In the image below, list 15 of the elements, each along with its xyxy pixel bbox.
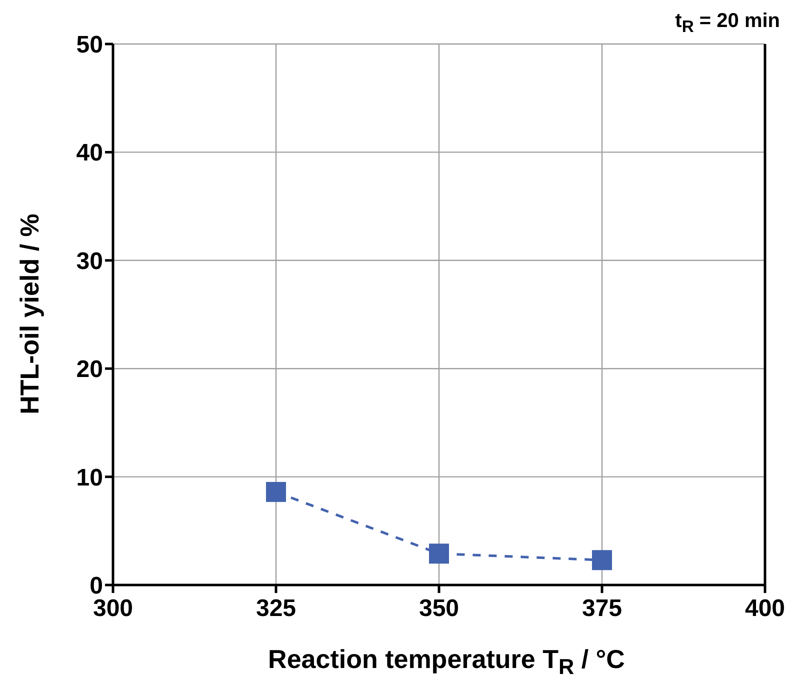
x-tick-label: 375 [582,595,622,622]
x-tick-label: 325 [256,595,296,622]
y-axis-title: HTL-oil yield / % [14,214,46,414]
point [592,550,612,570]
y-tick-label: 20 [76,356,103,384]
y-tick-label: 50 [76,32,103,59]
point [429,544,449,564]
x-axis-title: Reaction temperature T$_{R}$ / °C [267,644,626,680]
text: t$_{R}$ = 20 min [675,10,780,37]
x-tick-label: 350 [418,595,460,622]
y-tick-label: 10 [76,464,103,492]
x-tick-label: 400 [744,595,786,622]
y-tick-label: 40 [76,140,103,167]
point [266,482,286,502]
y-tick-label: 30 [76,248,103,275]
